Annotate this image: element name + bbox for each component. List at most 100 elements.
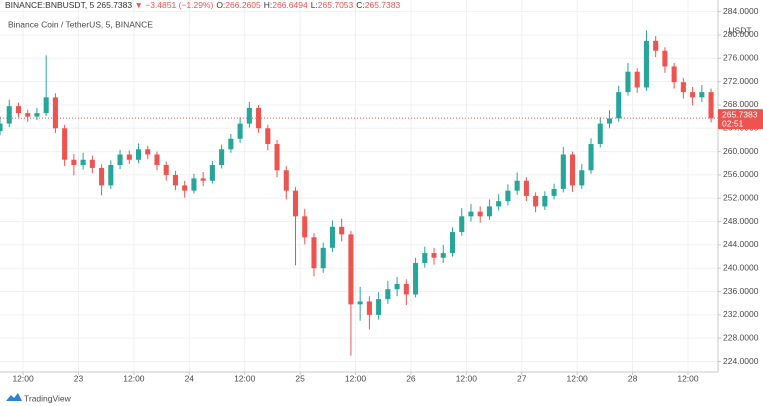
candle-body — [6, 106, 12, 124]
y-tick-label: 260.0000 — [723, 146, 759, 156]
candle-body — [431, 253, 437, 258]
x-tick-label: 25 — [295, 373, 305, 383]
y-tick-label: 268.0000 — [723, 99, 759, 109]
candle-body — [237, 123, 243, 139]
candle-body — [43, 97, 49, 114]
candle-body — [690, 92, 696, 98]
y-tick-label: 240.0000 — [723, 262, 759, 272]
grid — [0, 0, 718, 372]
candle-body — [477, 211, 483, 217]
candle-body — [219, 149, 225, 166]
countdown: 02:51 — [722, 118, 744, 128]
candle-body — [542, 195, 548, 207]
candle-body — [616, 92, 622, 119]
ohlc-value: 266.2605 — [225, 0, 261, 10]
symbol: BINANCE:BNBUSDT, 5 — [5, 0, 95, 10]
y-tick-label: 252.0000 — [723, 192, 759, 202]
ohlc-value: 265.7383 — [365, 0, 401, 10]
candle-body — [108, 165, 114, 186]
candle-body — [71, 159, 77, 166]
candle-body — [597, 123, 603, 145]
candle-body — [533, 195, 539, 207]
candle-body — [329, 226, 335, 248]
candle-body — [523, 180, 529, 196]
x-tick-label: 23 — [74, 373, 84, 383]
y-tick-label: 224.0000 — [723, 356, 759, 366]
ohlc-value: 265.7053 — [318, 0, 354, 10]
subtitle: Binance Coin / TetherUS, 5, BINANCE — [8, 19, 153, 29]
candle-body — [265, 128, 271, 145]
candle-body — [606, 118, 613, 124]
candle-body — [246, 107, 252, 124]
candle-body — [62, 128, 68, 160]
candle-body — [339, 226, 345, 235]
y-tick-label: 272.0000 — [723, 76, 759, 86]
candle-body — [15, 106, 22, 114]
last-price-label: 265.7383 — [722, 109, 758, 119]
candle-body — [570, 154, 576, 186]
candle-body — [320, 247, 326, 269]
candle-body — [459, 216, 465, 233]
candle-body — [514, 180, 520, 191]
candle-body — [643, 40, 649, 88]
x-tick-label: 26 — [406, 373, 416, 383]
y-tick-label: 236.0000 — [723, 286, 759, 296]
candle-body — [135, 149, 142, 160]
y-tick-label: 244.0000 — [723, 239, 759, 249]
candle-body — [311, 237, 317, 269]
x-tick-label: 12:00 — [456, 373, 478, 383]
candle-body — [634, 71, 640, 88]
time-axis: 12:00 23 12:00 24 12:00 25 12:00 26 12:00 27 12:00… — [12, 372, 699, 383]
candle-body — [302, 216, 308, 238]
x-tick-label: 12:00 — [12, 373, 34, 383]
candle-body — [440, 253, 446, 258]
candle-body — [653, 40, 659, 51]
candle-body — [126, 154, 132, 160]
candle-body — [413, 262, 419, 295]
candle-body — [708, 92, 714, 119]
candle-body — [99, 167, 105, 186]
ohlc-label: L: — [311, 0, 318, 10]
candle-body — [496, 201, 502, 207]
brand-logo — [6, 393, 22, 401]
y-tick-label: 232.0000 — [723, 309, 759, 319]
candle-body — [154, 154, 160, 166]
candle-body — [117, 154, 123, 166]
candle-body — [52, 97, 58, 129]
candle-body — [228, 138, 234, 150]
candle-body — [486, 206, 492, 217]
price-axis-bg — [718, 0, 763, 372]
x-tick-label: 12:00 — [677, 373, 699, 383]
x-tick-label: 12:00 — [123, 373, 145, 383]
candle-body — [182, 185, 188, 191]
candle-body — [366, 301, 372, 315]
y-tick-label: 276.0000 — [723, 53, 759, 63]
candle-body — [376, 299, 382, 315]
candle-body — [200, 178, 206, 181]
candle-body — [348, 234, 354, 305]
candle-body — [191, 178, 197, 191]
ohlc-value: 266.6494 — [272, 0, 308, 10]
y-tick-label: 280.0000 — [723, 29, 759, 39]
last-price-badge — [718, 109, 763, 130]
candle-body — [283, 170, 289, 191]
x-tick-label: 12:00 — [234, 373, 256, 383]
candle-body — [80, 159, 86, 166]
candle-body — [357, 301, 363, 305]
y-unit: USDT — [728, 25, 751, 35]
ohlc-label: O: — [216, 0, 225, 10]
ohlc-label: C: — [356, 0, 365, 10]
x-tick-label: 12:00 — [345, 373, 367, 383]
candle-body — [0, 123, 3, 132]
candle-body — [505, 190, 511, 202]
candle-body — [163, 165, 169, 175]
candle-body — [209, 165, 215, 181]
candle-body — [551, 188, 557, 196]
candle-body — [671, 66, 677, 83]
x-tick-label: 24 — [185, 373, 195, 383]
candle-body — [403, 283, 409, 295]
candle-body — [579, 170, 585, 186]
candle-body — [588, 144, 594, 171]
brand-text: TradingView — [24, 393, 72, 403]
candle-body — [172, 174, 178, 186]
